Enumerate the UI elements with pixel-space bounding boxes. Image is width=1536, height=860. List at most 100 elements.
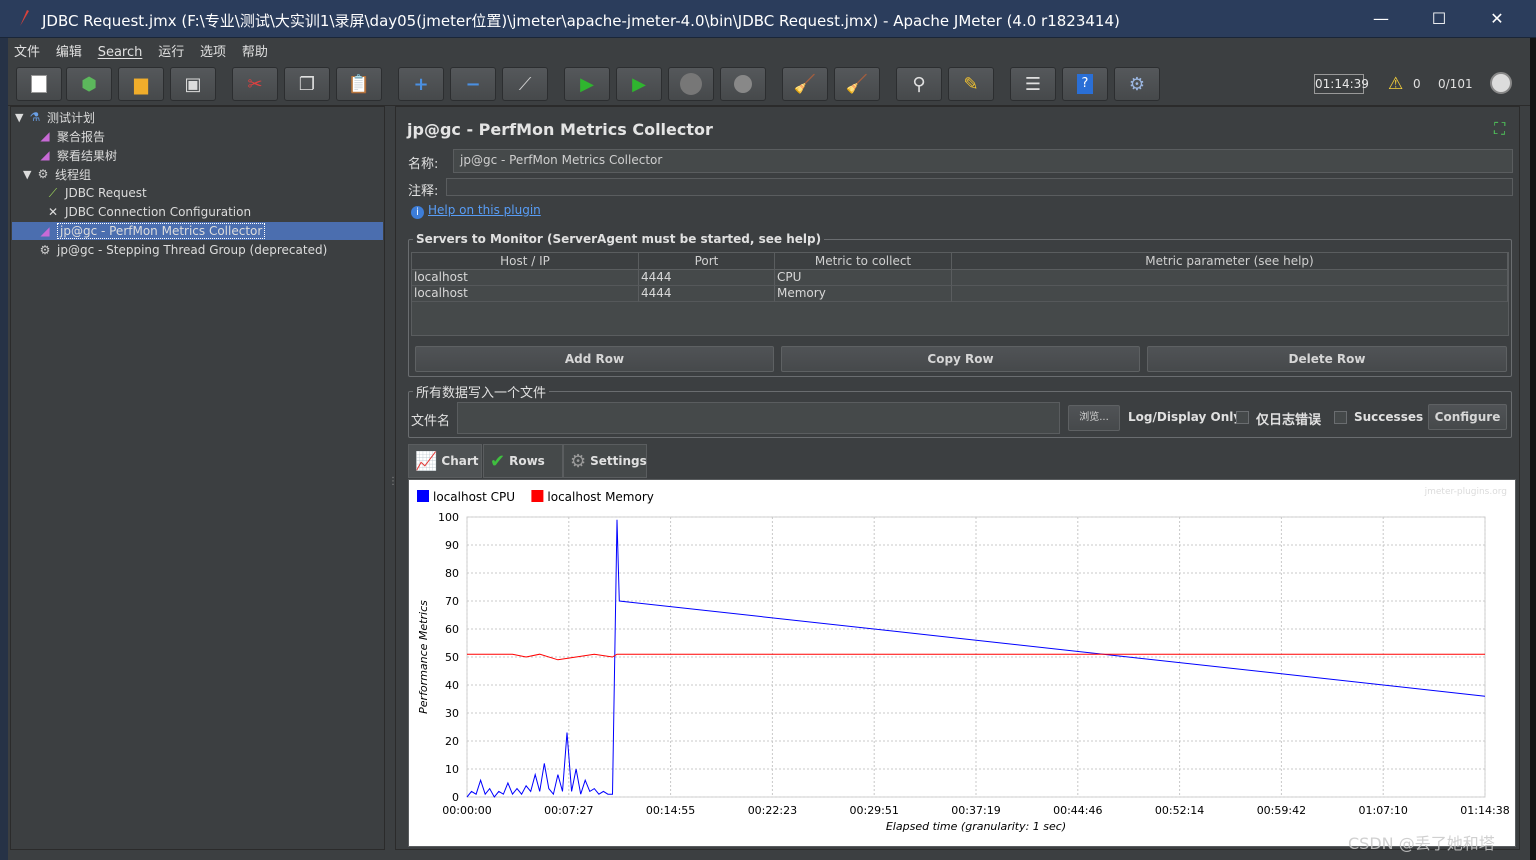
- checkmark-icon: ✔: [490, 450, 506, 472]
- menu-options[interactable]: 选项: [200, 45, 227, 60]
- menu-search[interactable]: Search: [97, 45, 143, 60]
- perfmon-chart[interactable]: 0 10 20 30 40 50 60 70 80 90 100 00:00:00 00:07:27 00…: [408, 479, 1516, 847]
- open-button[interactable]: ▆: [118, 67, 164, 101]
- templates-button[interactable]: ⬢: [66, 67, 112, 101]
- y-axis-label: Performance Metrics: [417, 600, 430, 714]
- minimize-button[interactable]: —: [1373, 9, 1389, 28]
- start-button[interactable]: ▶: [564, 67, 610, 101]
- eraser-icon: ✎: [963, 73, 979, 95]
- element-panel: jp@gc - PerfMon Metrics Collector ⛶ 名称: …: [395, 106, 1520, 850]
- filename-field[interactable]: [457, 402, 1060, 434]
- reset-search-button[interactable]: ✎: [948, 67, 994, 101]
- window-title: JDBC Request.jmx (F:\专业\测试\大实训1\录屏\day05…: [42, 12, 1120, 30]
- successes-checkbox[interactable]: [1334, 411, 1347, 424]
- start-no-pause-button[interactable]: ▶: [616, 67, 662, 101]
- paste-button[interactable]: 📋: [336, 67, 382, 101]
- close-button[interactable]: ✕: [1490, 9, 1504, 28]
- graph-icon: ◢: [40, 224, 50, 238]
- search-button[interactable]: ⚲: [896, 67, 942, 101]
- table-cell[interactable]: Memory: [775, 286, 952, 302]
- table-cell[interactable]: CPU: [775, 270, 952, 286]
- templates-icon: ⬢: [81, 73, 97, 95]
- table-cell[interactable]: 4444: [639, 270, 775, 286]
- toolbar: ⬢ ▆ ▣ ✂ ❐ 📋 + − ⟋ ▶ ▶ 🧹 🧹 ⚲ ✎ ☰ ? ⚙ 01:1…: [8, 62, 1530, 106]
- successes-label: Successes: [1354, 410, 1424, 424]
- play-icon: ▶: [580, 73, 594, 95]
- name-field[interactable]: jp@gc - PerfMon Metrics Collector: [453, 149, 1513, 173]
- remote-status-icon[interactable]: [1490, 72, 1512, 94]
- add-row-button[interactable]: Add Row: [415, 346, 774, 372]
- column-port[interactable]: Port: [639, 253, 775, 270]
- gear-icon: ⚙: [39, 243, 51, 257]
- warning-icon[interactable]: ⚠: [1388, 74, 1404, 94]
- column-host[interactable]: Host / IP: [412, 253, 639, 270]
- tree-node-thread-group[interactable]: ▼ ⚙ 线程组: [23, 167, 92, 182]
- tree-node-aggregate-report[interactable]: ◢ 聚合报告: [37, 127, 105, 145]
- help-button[interactable]: ?: [1062, 67, 1108, 101]
- tree-node-jdbc-config[interactable]: ✕ JDBC Connection Configuration: [45, 203, 251, 221]
- y-tick-label: 10: [445, 763, 459, 776]
- collapse-toggle-icon[interactable]: ▼: [15, 110, 24, 124]
- shutdown-button[interactable]: [720, 67, 766, 101]
- function-helper-button[interactable]: ☰: [1010, 67, 1056, 101]
- delete-row-button[interactable]: Delete Row: [1147, 346, 1507, 372]
- table-cell[interactable]: localhost: [412, 286, 639, 302]
- maximize-button[interactable]: ☐: [1431, 9, 1447, 28]
- broom-icon: 🧹: [793, 73, 817, 95]
- x-tick-label: 00:07:27: [544, 804, 593, 817]
- test-plan-tree: ▼ ⚗ 测试计划 ◢ 聚合报告 ◢ 察看结果树 ▼ ⚙ 线程组 ⟋ JDBC Request …: [10, 106, 385, 850]
- cut-button[interactable]: ✂: [232, 67, 278, 101]
- collapse-toggle-icon[interactable]: ▼: [23, 167, 32, 181]
- copy-button[interactable]: ❐: [284, 67, 330, 101]
- column-metric[interactable]: Metric to collect: [775, 253, 952, 270]
- table-cell[interactable]: [952, 270, 1508, 286]
- menu-run[interactable]: 运行: [158, 45, 185, 60]
- comment-label: 注释:: [408, 184, 439, 199]
- save-button[interactable]: ▣: [170, 67, 216, 101]
- tree-node-test-plan[interactable]: ▼ ⚗ 测试计划: [15, 110, 96, 125]
- browse-button[interactable]: 浏览...: [1068, 405, 1120, 431]
- tab-chart[interactable]: 📈 Chart: [408, 444, 482, 478]
- tree-node-results-tree[interactable]: ◢ 察看结果树: [37, 146, 117, 164]
- expand-all-button[interactable]: +: [398, 67, 444, 101]
- copy-row-button[interactable]: Copy Row: [781, 346, 1140, 372]
- clear-all-button[interactable]: 🧹: [834, 67, 880, 101]
- configure-button[interactable]: Configure: [1428, 404, 1507, 430]
- table-cell[interactable]: localhost: [412, 270, 639, 286]
- split-pane-divider[interactable]: ⋮: [386, 106, 398, 850]
- menu-file[interactable]: 文件: [14, 45, 41, 60]
- collapse-all-button[interactable]: −: [450, 67, 496, 101]
- tree-node-perfmon-collector[interactable]: ◢ jp@gc - PerfMon Metrics Collector: [12, 222, 383, 240]
- stop-icon: [680, 73, 702, 95]
- list-icon: ☰: [1024, 73, 1042, 95]
- title-bar[interactable]: JDBC Request.jmx (F:\专业\测试\大实训1\录屏\day05…: [0, 0, 1536, 38]
- column-metric-param[interactable]: Metric parameter (see help): [952, 253, 1508, 270]
- y-tick-label: 30: [445, 707, 459, 720]
- remote-button[interactable]: ⚙: [1114, 67, 1160, 101]
- stop-button[interactable]: [668, 67, 714, 101]
- menu-help[interactable]: 帮助: [241, 45, 268, 60]
- comment-field[interactable]: [446, 178, 1513, 196]
- table-cell[interactable]: [952, 286, 1508, 302]
- tree-node-stepping-thread-group[interactable]: ⚙ jp@gc - Stepping Thread Group (deprecat…: [37, 241, 328, 259]
- floppy-icon: ▣: [184, 73, 202, 95]
- servers-fieldset: Servers to Monitor (ServerAgent must be …: [408, 232, 1512, 377]
- new-button[interactable]: [16, 67, 62, 101]
- clear-button[interactable]: 🧹: [782, 67, 828, 101]
- elapsed-timer: 01:14:39: [1314, 74, 1369, 94]
- servers-table[interactable]: Host / IP Port Metric to collect Metric …: [411, 252, 1509, 336]
- tree-node-jdbc-request[interactable]: ⟋ JDBC Request: [45, 184, 147, 202]
- help-icon: ?: [1077, 74, 1093, 94]
- series-line: [467, 653, 1485, 661]
- tab-settings[interactable]: ⚙ Settings: [563, 444, 647, 478]
- toggle-button[interactable]: ⟋: [502, 67, 548, 101]
- errors-checkbox[interactable]: [1236, 411, 1249, 424]
- table-cell[interactable]: 4444: [639, 286, 775, 302]
- help-link[interactable]: Help on this plugin: [428, 203, 541, 217]
- warning-count: 0: [1413, 77, 1421, 91]
- expand-icon[interactable]: ⛶: [1494, 119, 1506, 138]
- tools-icon: ✕: [47, 205, 59, 219]
- tab-rows[interactable]: ✔ Rows: [483, 444, 563, 478]
- menu-edit[interactable]: 编辑: [55, 45, 82, 60]
